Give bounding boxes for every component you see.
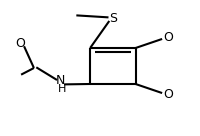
Text: O: O	[163, 88, 173, 101]
Text: H: H	[58, 84, 67, 94]
Text: O: O	[163, 31, 173, 44]
Text: S: S	[109, 12, 117, 24]
Text: N: N	[56, 74, 65, 87]
Text: O: O	[15, 37, 25, 50]
